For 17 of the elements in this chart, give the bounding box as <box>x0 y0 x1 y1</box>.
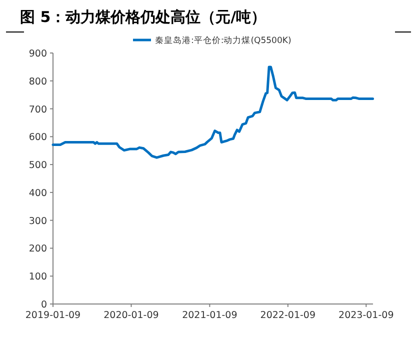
y-tick-label: 100 <box>28 272 47 283</box>
y-tick-label: 200 <box>28 244 47 255</box>
y-tick-label: 300 <box>28 216 47 227</box>
x-tick-label: 2021-01-09 <box>182 310 238 321</box>
y-tick-label: 700 <box>28 104 47 116</box>
legend-label: 秦皇岛港:平仓价:动力煤(Q5500K) <box>155 35 292 46</box>
y-tick-label: 600 <box>28 132 47 144</box>
y-tick-label: 0 <box>40 300 47 310</box>
y-tick-label: 900 <box>28 48 47 60</box>
x-tick-label: 2023-01-09 <box>338 310 394 321</box>
x-tick-label: 2020-01-09 <box>104 310 159 321</box>
y-tick-label: 500 <box>28 160 47 172</box>
y-tick-label: 400 <box>28 188 47 199</box>
x-tick-label: 2022-01-09 <box>260 310 316 321</box>
x-tick-label: 2019-01-09 <box>25 310 81 321</box>
chart-title: 图 5：动力煤价格仍处高位（元/吨） <box>20 8 266 26</box>
y-tick-label: 800 <box>28 76 47 88</box>
